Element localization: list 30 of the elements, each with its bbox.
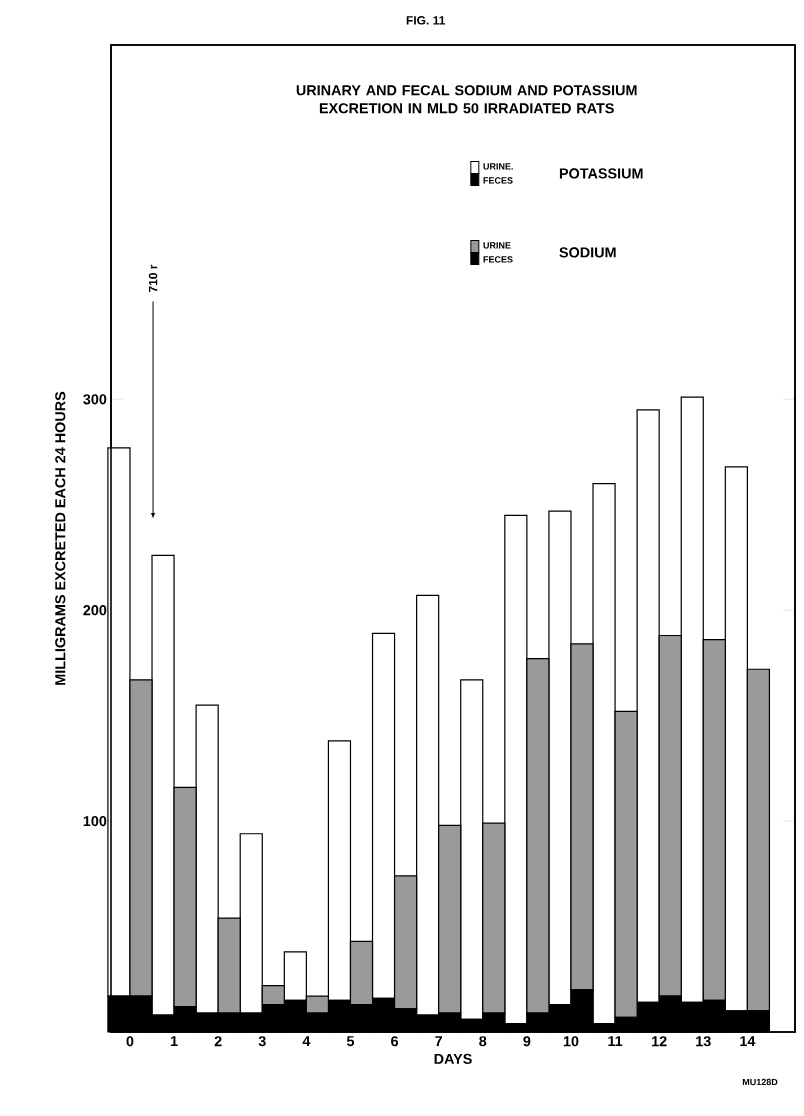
legend-title: POTASSIUM [559,168,643,179]
annotation: 710 r [148,264,158,293]
legend-label: FECES [483,177,513,184]
legend-label: FECES [483,256,513,263]
y-tick-label: 100 [83,816,107,827]
y-tick-label: 200 [83,605,107,616]
x-tick-label: 6 [391,1036,399,1047]
x-tick-label: 12 [652,1036,667,1047]
text: MU128D [742,1078,778,1086]
legend-label: URINE. [483,163,513,170]
x-tick-label: 7 [435,1036,443,1047]
x-tick-label: 1 [170,1036,178,1047]
x-tick-label: 0 [126,1036,134,1047]
x-tick-label: 11 [608,1036,623,1047]
x-tick-label: 14 [740,1036,756,1047]
x-tick-label: 9 [523,1036,531,1047]
y-tick-label: 300 [83,394,107,405]
x-axis-title: DAYS [434,1053,472,1065]
x-tick-label: 3 [258,1036,266,1047]
x-tick-label: 10 [563,1036,579,1047]
chart-title: FIG. 11 [406,16,445,25]
x-tick-label: 8 [479,1036,487,1047]
legend-title: SODIUM [559,247,616,258]
x-tick-label: 5 [346,1036,355,1047]
legend-label: URINE [483,242,511,249]
y-axis-title: MILLIGRAMS EXCRETED EACH 24 HOURS [55,391,66,685]
text: URINARY AND FECAL SODIUM AND POTASSIUM EXCRETION IN MLD 50 IRRADIATED RATS [296,85,637,114]
x-tick-label: 4 [302,1036,311,1047]
x-tick-label: 13 [696,1036,711,1047]
x-tick-label: 2 [214,1036,222,1047]
